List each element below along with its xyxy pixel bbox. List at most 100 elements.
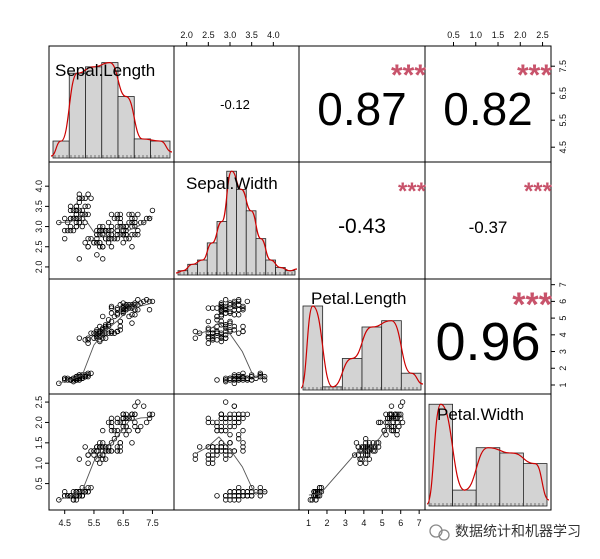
scatter-point [108, 448, 115, 454]
histogram-bar [302, 305, 324, 391]
scatter-point [114, 305, 121, 311]
scatter-point [100, 444, 106, 450]
scatter-point [235, 307, 242, 313]
scatter-point [132, 419, 138, 426]
scatter-point [114, 235, 121, 242]
corr-value-1-4: 0.82 [443, 83, 533, 135]
scatter-point [123, 305, 129, 311]
scatter-point [117, 215, 123, 222]
histogram-bars [52, 62, 548, 507]
histogram-bar [85, 66, 103, 159]
scatter-point [82, 203, 88, 210]
scatter-point [214, 305, 220, 311]
scatter-point [240, 373, 246, 380]
scatter-point [114, 307, 121, 313]
scatter-point [120, 307, 126, 313]
scatter-point [214, 423, 220, 430]
scatter-point [100, 313, 106, 320]
scatter-point [359, 444, 365, 450]
scatter-point [214, 493, 220, 499]
scatter-point [135, 231, 141, 238]
watermark-text: 数据统计和机器学习 [455, 524, 581, 540]
scatter-point [105, 227, 112, 234]
scatter-point [231, 403, 238, 409]
histogram-bar [452, 489, 477, 507]
scatter-point [218, 300, 225, 306]
scatter-point [138, 300, 144, 306]
scatter-point [307, 497, 314, 503]
scatter-point [240, 489, 246, 495]
scatter-point [102, 322, 109, 328]
scatter-point [240, 307, 246, 313]
scatter-point [135, 427, 141, 434]
scatter-point [114, 419, 121, 426]
scatter-point [85, 235, 91, 242]
scatter-point [102, 335, 109, 341]
scatter-point [100, 452, 106, 458]
scatter-point [253, 489, 259, 495]
scatter-point [100, 335, 106, 341]
scatter-point [82, 373, 88, 380]
scatter-point [88, 484, 94, 491]
scatter-point [94, 333, 100, 340]
scatter-point [79, 207, 85, 214]
scatter-point [123, 303, 129, 310]
scatter-point [120, 415, 126, 422]
x-tick-label: 1 [306, 518, 311, 528]
scatter-point [117, 318, 123, 325]
scatter-point [149, 207, 156, 214]
scatter-point [70, 227, 77, 234]
scatter-point [222, 335, 229, 341]
scatter-point [117, 327, 123, 333]
scatter-point [240, 427, 246, 434]
scatter-point [231, 423, 238, 430]
scatter-point [114, 444, 121, 450]
significance-stars-3-4: *** [512, 286, 552, 324]
significance-stars-1-3: *** [391, 59, 426, 92]
scatter-point [108, 235, 115, 242]
scatter-point [146, 307, 153, 313]
scatter-point [102, 227, 109, 234]
scatter-point [129, 411, 135, 418]
scatter-point [56, 497, 62, 503]
scatter-points [56, 191, 406, 503]
scatter-point [196, 444, 203, 450]
scatter-point [240, 448, 246, 454]
scatter-point [351, 452, 358, 458]
scatter-point [398, 411, 404, 418]
scatter-point [372, 448, 378, 454]
x-tick-label: 6 [398, 518, 403, 528]
scatter-point [108, 318, 115, 325]
scatter-point [126, 219, 132, 226]
scatter-point [108, 211, 115, 218]
scatter-point [390, 427, 397, 434]
y-tick-label: 5 [558, 316, 568, 321]
scatter-point [67, 215, 74, 222]
scatter-point [67, 203, 74, 210]
scatter-point [70, 497, 77, 503]
scatter-point [94, 327, 100, 333]
scatter-point [375, 440, 382, 446]
scatter-point [218, 338, 225, 345]
x-tick-label: 5.5 [88, 518, 101, 528]
scatter-point [79, 195, 85, 201]
scatter-point [105, 322, 112, 328]
scatter-point [70, 378, 77, 385]
scatter-point [235, 497, 242, 503]
scatter-point [117, 444, 123, 450]
scatter-point [111, 313, 118, 320]
histogram-bar [236, 188, 247, 276]
x-tick-label: 6.5 [117, 518, 130, 528]
scatter-point [244, 298, 251, 305]
scatter-point [108, 310, 115, 316]
scatter-point [248, 493, 255, 499]
scatter-point [235, 330, 242, 336]
scatter-point [138, 423, 144, 430]
scatter-point [111, 427, 118, 434]
scatter-point [108, 330, 115, 336]
scatter-point [105, 219, 112, 226]
scatter-point [218, 411, 225, 418]
scatter-point [227, 318, 233, 325]
scatter-point [222, 419, 229, 426]
scatter-point [114, 328, 121, 335]
